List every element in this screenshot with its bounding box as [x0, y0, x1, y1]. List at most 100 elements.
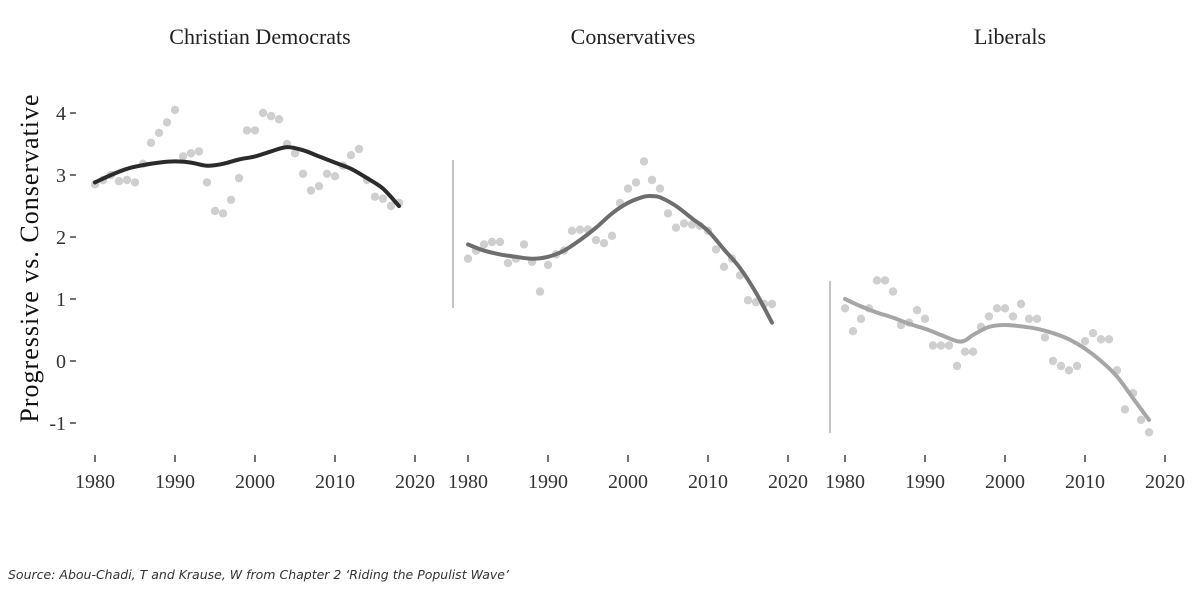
data-point	[928, 341, 938, 350]
data-point	[503, 258, 513, 268]
data-point	[386, 201, 396, 211]
data-point	[848, 327, 858, 336]
panel-title: Christian Democrats	[169, 24, 350, 49]
data-point	[258, 108, 268, 118]
data-point	[575, 225, 585, 234]
x-tick-label: 1990	[905, 471, 945, 493]
data-point	[639, 157, 649, 166]
data-point	[671, 223, 681, 232]
data-point	[170, 105, 180, 115]
data-point	[354, 144, 364, 154]
data-point	[1056, 361, 1066, 371]
data-point	[872, 276, 882, 285]
data-point	[1064, 366, 1074, 375]
data-point	[234, 173, 244, 183]
y-tick-label: 1	[56, 289, 66, 311]
y-tick-label: -1	[49, 413, 66, 435]
facet-panels: 4 3 2 1 0 -1 Christian Democrats 1980 1990 2000 20…	[49, 24, 1185, 493]
data-point	[1008, 312, 1018, 321]
trend-line	[843, 297, 1151, 422]
data-point	[122, 175, 132, 185]
data-point	[567, 226, 577, 235]
data-point	[266, 111, 276, 121]
data-point	[250, 126, 260, 135]
data-point	[1016, 299, 1026, 309]
data-point	[487, 237, 497, 247]
x-tick-label: 1990	[155, 471, 195, 493]
y-tick-label: 2	[56, 227, 66, 249]
data-point	[146, 138, 156, 147]
data-point	[1080, 337, 1090, 346]
x-tick-label: 1980	[448, 471, 488, 493]
data-point	[330, 172, 340, 181]
y-tick-label: 3	[56, 165, 66, 187]
data-point	[242, 126, 252, 135]
data-point	[743, 296, 753, 305]
data-point	[202, 178, 212, 187]
data-point	[984, 312, 994, 321]
x-tick-label: 2010	[315, 471, 355, 493]
data-point	[298, 169, 308, 178]
data-point	[226, 195, 236, 204]
data-point	[1048, 356, 1058, 366]
data-point	[463, 254, 473, 263]
x-tick-label: 2020	[395, 471, 435, 493]
data-point	[314, 182, 324, 191]
data-point	[543, 260, 553, 270]
data-point	[1104, 335, 1114, 344]
data-point	[1040, 333, 1050, 342]
data-point	[1032, 314, 1042, 323]
data-point	[378, 194, 388, 203]
data-point	[599, 239, 609, 248]
data-point	[679, 219, 689, 228]
data-point	[856, 314, 866, 323]
data-point	[912, 306, 922, 315]
data-point	[322, 169, 332, 178]
data-point	[631, 178, 641, 187]
x-tick-label: 1980	[825, 471, 865, 493]
data-point	[194, 147, 204, 156]
data-point	[687, 220, 697, 229]
data-point	[1120, 405, 1130, 414]
data-point	[535, 287, 545, 296]
data-point	[960, 347, 970, 356]
x-tick-label: 1990	[528, 471, 568, 493]
source-note: Source: Abou-Chadi, T and Krause, W from…	[8, 567, 509, 582]
data-point	[880, 276, 890, 285]
data-point	[306, 186, 316, 195]
data-point	[1144, 428, 1154, 437]
x-tick-label: 2020	[768, 471, 808, 493]
y-tick-label: 4	[56, 103, 66, 125]
data-point	[936, 341, 946, 350]
data-point	[162, 118, 172, 127]
data-point	[944, 341, 954, 350]
data-point	[1024, 314, 1034, 323]
data-point	[218, 209, 228, 218]
data-point	[888, 287, 898, 296]
data-point	[952, 361, 962, 371]
data-point	[178, 152, 188, 161]
data-point	[479, 240, 489, 249]
data-point	[130, 178, 140, 187]
data-point	[711, 245, 721, 254]
x-tick-label: 1980	[75, 471, 115, 493]
panel-title: Liberals	[974, 24, 1046, 49]
data-point	[370, 192, 380, 201]
data-point	[1096, 335, 1106, 344]
data-point	[767, 299, 777, 309]
data-point	[186, 149, 196, 158]
x-tick-label: 2000	[985, 471, 1025, 493]
data-point	[519, 240, 529, 249]
data-point	[920, 314, 930, 323]
x-tick-label: 2010	[1065, 471, 1105, 493]
data-point	[840, 304, 850, 313]
data-point	[992, 304, 1002, 313]
y-axis: 4 3 2 1 0 -1	[49, 103, 76, 435]
data-point	[290, 149, 300, 158]
trend-line	[466, 193, 774, 325]
data-point	[1136, 415, 1146, 425]
y-axis-label: Progressive vs. Conservative	[15, 93, 44, 422]
data-point	[114, 177, 124, 186]
data-point	[1000, 304, 1010, 313]
